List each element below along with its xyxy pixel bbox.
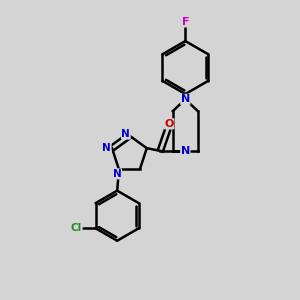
Text: Cl: Cl [71,223,82,233]
Text: N: N [181,94,190,104]
Text: N: N [181,146,190,156]
Text: F: F [182,17,189,27]
Text: N: N [113,169,122,179]
Text: O: O [164,119,174,129]
Text: N: N [122,129,130,139]
Text: N: N [102,143,111,153]
